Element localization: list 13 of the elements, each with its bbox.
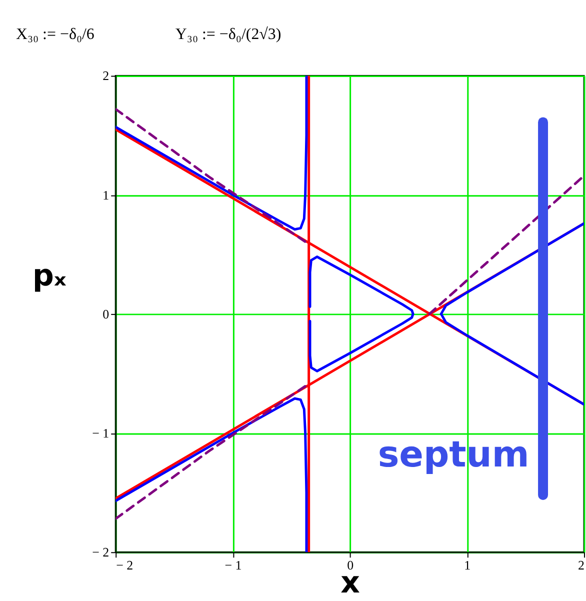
x-tick-label: − 2 xyxy=(116,558,134,573)
x-tick-label: 2 xyxy=(578,558,585,573)
x-tick-label: − 1 xyxy=(224,558,242,573)
y-tick-label: 0 xyxy=(102,306,110,322)
text: Y₃₀ := −δ₀/(2√3) xyxy=(175,26,282,43)
y-tick-label: − 2 xyxy=(92,544,110,560)
y-axis-title: pₓ xyxy=(32,258,67,294)
y-tick-label: 1 xyxy=(102,187,110,202)
x-tick-label: 0 xyxy=(347,558,354,573)
x-tick-label: 1 xyxy=(464,558,471,573)
y-tick-label: − 1 xyxy=(92,426,110,441)
y-tick-label: 2 xyxy=(102,68,110,84)
text: X₃₀ := −δ₀/6 xyxy=(16,26,94,43)
